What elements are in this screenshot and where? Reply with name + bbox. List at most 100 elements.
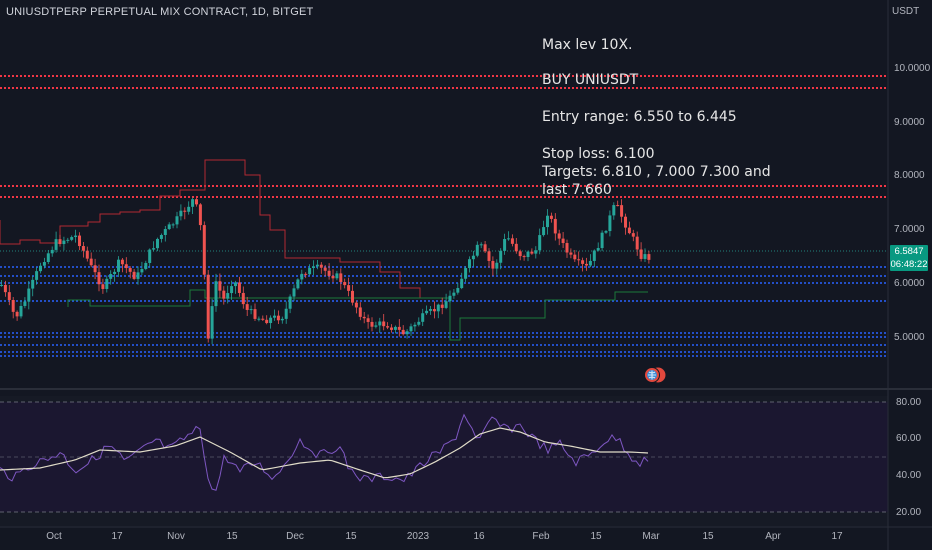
support-lines[interactable]: [0, 266, 888, 357]
price-tick: 9.0000: [894, 117, 925, 128]
candle-body: [144, 262, 148, 270]
candle-body: [429, 309, 432, 311]
price-tick: 10.0000: [894, 63, 931, 74]
annotation-line[interactable]: Targets: 6.810 , 7.000 7.300 and: [542, 164, 771, 180]
candle-body: [358, 307, 362, 317]
candle-body: [491, 260, 495, 269]
candle-body: [440, 304, 444, 308]
candle-body: [35, 271, 39, 280]
candle-body: [206, 274, 210, 339]
candle-body: [616, 205, 620, 207]
candle-body: [39, 265, 42, 272]
candle-body: [487, 251, 491, 261]
candle-body: [319, 264, 323, 268]
rsi-tick: 60.00: [896, 433, 922, 444]
candle-body: [54, 239, 58, 250]
annotation-line[interactable]: BUY UNIUSDT: [542, 72, 639, 88]
candle-body: [495, 262, 499, 269]
annotation-line[interactable]: last 7.660: [542, 182, 612, 198]
candle-body: [296, 279, 300, 289]
candle-body: [397, 326, 401, 330]
candle-body: [257, 318, 261, 320]
candle-body: [335, 273, 339, 279]
candle-body: [249, 309, 253, 311]
candle-body: [499, 250, 503, 263]
candle-body: [273, 315, 276, 318]
candle-body: [390, 327, 393, 330]
current-price-badge[interactable]: 6.5847 06:48:22: [890, 245, 928, 271]
candle-body: [214, 281, 218, 307]
candle-body: [339, 273, 343, 283]
candles: [0, 197, 651, 345]
bar-countdown: 06:48:22: [890, 259, 928, 270]
candle-body: [58, 239, 62, 245]
chart-title[interactable]: UNIUSDTPERP PERPETUAL MIX CONTRACT, 1D, …: [6, 6, 314, 18]
currency-label: USDT: [892, 6, 920, 17]
candle-body: [70, 237, 74, 240]
candle-body: [198, 204, 202, 226]
candle-body: [171, 224, 175, 226]
candle-body: [514, 243, 518, 252]
candle-body: [627, 227, 631, 234]
candle-body: [237, 282, 241, 293]
candle-body: [245, 304, 249, 310]
candle-body: [140, 269, 144, 273]
candle-body: [11, 300, 15, 312]
candle-body: [202, 225, 206, 275]
candle-body: [518, 251, 522, 257]
time-tick: 15: [702, 531, 714, 542]
candle-body: [421, 313, 425, 322]
candle-body: [596, 248, 600, 251]
candle-body: [148, 249, 152, 263]
annotation-line[interactable]: Stop loss: 6.100: [542, 146, 655, 162]
candle-body: [132, 271, 136, 279]
candle-body: [503, 239, 507, 251]
candle-body: [409, 326, 413, 332]
annotation-line[interactable]: Entry range: 6.550 to 6.445: [542, 109, 737, 125]
trailing-stop-red: [0, 159, 445, 299]
candle-body: [27, 288, 31, 302]
candle-body: [639, 249, 643, 259]
candle-body: [300, 273, 304, 280]
candle-body: [507, 238, 510, 240]
flag-icon[interactable]: [642, 366, 668, 384]
candle-body: [276, 315, 280, 321]
candle-body: [343, 282, 347, 286]
candle-body: [573, 254, 577, 260]
price-tick: 5.0000: [894, 332, 925, 343]
candle-body: [222, 290, 226, 299]
candle-body: [592, 250, 596, 261]
candle-body: [93, 265, 97, 273]
time-tick: 15: [226, 531, 238, 542]
candle-body: [89, 258, 93, 266]
candle-body: [347, 285, 351, 291]
candle-body: [522, 256, 526, 258]
candle-body: [546, 215, 549, 228]
candle-body: [612, 205, 616, 216]
candle-body: [413, 324, 417, 327]
candle-body: [156, 238, 159, 249]
candle-body: [292, 288, 296, 297]
candle-body: [479, 244, 483, 246]
candle-body: [136, 272, 140, 279]
candle-body: [128, 268, 132, 272]
candle-body: [288, 296, 292, 309]
annotation-line[interactable]: Max lev 10X.: [542, 37, 633, 53]
candle-body: [113, 271, 117, 275]
candle-body: [448, 295, 452, 302]
trailing-stop-green: [67, 289, 648, 341]
candle-body: [366, 318, 370, 322]
time-tick: Dec: [286, 531, 304, 542]
candle-body: [600, 232, 604, 249]
candle-body: [7, 292, 11, 301]
candle-body: [585, 263, 588, 266]
candle-body: [588, 260, 592, 266]
price-tick: 7.0000: [894, 224, 925, 235]
candle-body: [510, 238, 514, 244]
candle-body: [542, 227, 546, 236]
candle-body: [163, 229, 167, 236]
candle-body: [159, 235, 163, 239]
candle-body: [323, 267, 327, 271]
candle-body: [315, 264, 319, 267]
